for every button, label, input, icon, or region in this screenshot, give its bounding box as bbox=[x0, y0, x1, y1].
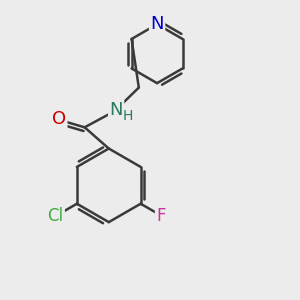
Text: H: H bbox=[123, 109, 134, 122]
Text: N: N bbox=[150, 15, 164, 33]
Text: Cl: Cl bbox=[47, 207, 64, 225]
Text: O: O bbox=[52, 110, 66, 128]
Text: N: N bbox=[110, 101, 123, 119]
Text: F: F bbox=[156, 207, 166, 225]
